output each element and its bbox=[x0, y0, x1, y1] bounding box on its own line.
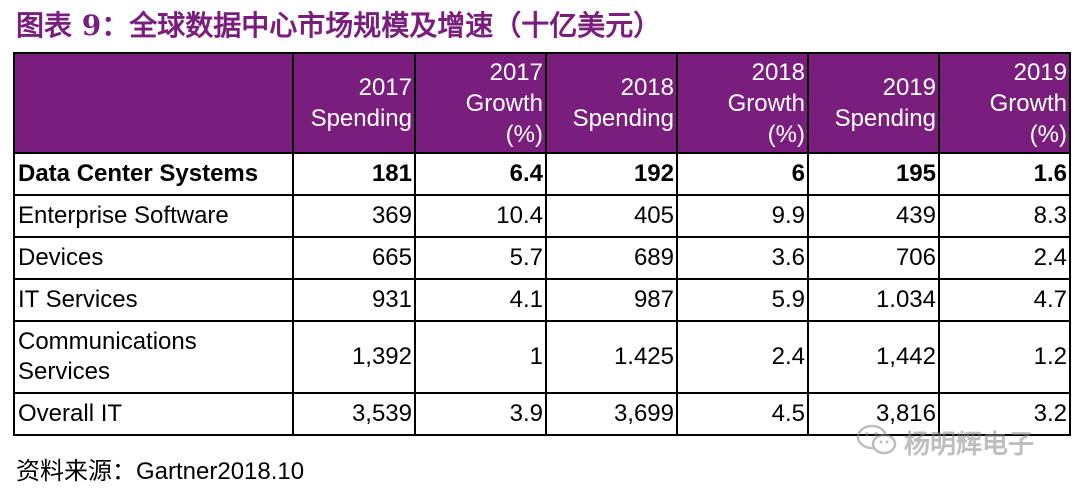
row-label: Communications Services bbox=[13, 320, 294, 394]
header-cell-2019-growth: 2019 Growth (%) bbox=[938, 52, 1071, 154]
header-cell-2019-spending: 2019 Spending bbox=[807, 52, 940, 154]
header-line: 2018 bbox=[751, 58, 805, 86]
cell-2017-growth: 1 bbox=[414, 320, 547, 394]
cell-2018-growth: 5.9 bbox=[676, 278, 809, 322]
row-label: IT Services bbox=[13, 278, 294, 322]
cell-2018-spending: 192 bbox=[545, 152, 678, 196]
header-line: (%) bbox=[767, 120, 805, 148]
header-line: Spending bbox=[834, 105, 936, 132]
table-row-communications-services: Communications Services 1,392 1 1.425 2.… bbox=[13, 320, 1071, 394]
source-label: 资料来源： bbox=[16, 457, 136, 485]
header-line: 2017 bbox=[489, 58, 543, 86]
cell-2017-spending: 181 bbox=[292, 152, 416, 196]
cell-2018-growth: 6 bbox=[676, 152, 809, 196]
cell-2018-spending: 1.425 bbox=[545, 320, 678, 394]
cell-2017-growth: 3.9 bbox=[414, 392, 547, 436]
cell-2019-growth: 8.3 bbox=[938, 194, 1071, 238]
cell-2017-spending: 665 bbox=[292, 236, 416, 280]
cell-2017-spending: 3,539 bbox=[292, 392, 416, 436]
cell-2019-growth: 2.4 bbox=[938, 236, 1071, 280]
header-cell-2018-growth: 2018 Growth (%) bbox=[676, 52, 809, 154]
header-cell-2017-growth: 2017 Growth (%) bbox=[414, 52, 547, 154]
header-line: Spending bbox=[310, 105, 412, 132]
row-label: Enterprise Software bbox=[13, 194, 294, 238]
header-line: 2017 bbox=[358, 74, 412, 101]
source-note: 资料来源：Gartner2018.10 bbox=[16, 456, 304, 486]
cell-2019-growth: 4.7 bbox=[938, 278, 1071, 322]
header-line: 2018 bbox=[620, 74, 674, 101]
table-row-devices: Devices 665 5.7 689 3.6 706 2.4 bbox=[13, 236, 1071, 280]
cell-2019-spending: 706 bbox=[807, 236, 940, 280]
cell-2017-growth: 4.1 bbox=[414, 278, 547, 322]
cell-2017-growth: 10.4 bbox=[414, 194, 547, 238]
row-label-line: Communications bbox=[18, 328, 197, 355]
header-cell-2017-spending: 2017 Spending bbox=[292, 52, 416, 154]
cell-2018-growth: 3.6 bbox=[676, 236, 809, 280]
cell-2018-growth: 4.5 bbox=[676, 392, 809, 436]
header-line: Growth bbox=[727, 89, 805, 117]
cell-2019-spending: 1,442 bbox=[807, 320, 940, 394]
cell-2019-spending: 3,816 bbox=[807, 392, 940, 436]
row-label-line: Services bbox=[18, 358, 111, 385]
row-label: Overall IT bbox=[13, 392, 294, 436]
table-row-enterprise-software: Enterprise Software 369 10.4 405 9.9 439… bbox=[13, 194, 1071, 238]
wechat-icon bbox=[856, 422, 898, 463]
cell-2018-spending: 689 bbox=[545, 236, 678, 280]
cell-2019-growth: 3.2 bbox=[938, 392, 1071, 436]
cell-2019-growth: 1.2 bbox=[938, 320, 1071, 394]
header-line: (%) bbox=[1029, 120, 1067, 148]
cell-2018-growth: 2.4 bbox=[676, 320, 809, 394]
header-line: Growth bbox=[465, 89, 543, 117]
cell-2019-spending: 439 bbox=[807, 194, 940, 238]
table-row-it-services: IT Services 931 4.1 987 5.9 1.034 4.7 bbox=[13, 278, 1071, 322]
header-cell-blank bbox=[13, 52, 294, 154]
header-cell-2018-spending: 2018 Spending bbox=[545, 52, 678, 154]
cell-2017-spending: 369 bbox=[292, 194, 416, 238]
cell-2018-spending: 405 bbox=[545, 194, 678, 238]
header-line: Growth bbox=[989, 89, 1067, 117]
header-line: 2019 bbox=[882, 74, 936, 101]
cell-2017-growth: 5.7 bbox=[414, 236, 547, 280]
cell-2019-spending: 195 bbox=[807, 152, 940, 196]
cell-2018-spending: 3,699 bbox=[545, 392, 678, 436]
header-line: 2019 bbox=[1013, 58, 1067, 86]
watermark: 杨明辉电子 bbox=[856, 420, 1034, 464]
cell-2017-growth: 6.4 bbox=[414, 152, 547, 196]
cell-2017-spending: 1,392 bbox=[292, 320, 416, 394]
row-label: Data Center Systems bbox=[13, 152, 294, 196]
figure-title: 图表 9：全球数据中心市场规模及增速（十亿美元） bbox=[16, 9, 662, 42]
header-line: Spending bbox=[572, 105, 674, 132]
cell-2017-spending: 931 bbox=[292, 278, 416, 322]
cell-2018-spending: 987 bbox=[545, 278, 678, 322]
table-row-data-center-systems: Data Center Systems 181 6.4 192 6 195 1.… bbox=[13, 152, 1071, 196]
row-label: Devices bbox=[13, 236, 294, 280]
table-row-overall-it: Overall IT 3,539 3.9 3,699 4.5 3,816 3.2 bbox=[13, 392, 1071, 436]
cell-2019-growth: 1.6 bbox=[938, 152, 1071, 196]
header-line: (%) bbox=[505, 120, 543, 148]
source-text: Gartner2018.10 bbox=[136, 458, 305, 485]
cell-2019-spending: 1.034 bbox=[807, 278, 940, 322]
watermark-text: 杨明辉电子 bbox=[904, 428, 1035, 459]
table-header-row: 2017 Spending 2017 Growth (%) 2018 Spend… bbox=[13, 52, 1071, 154]
data-center-market-table: 2017 Spending 2017 Growth (%) 2018 Spend… bbox=[13, 52, 1071, 436]
cell-2018-growth: 9.9 bbox=[676, 194, 809, 238]
